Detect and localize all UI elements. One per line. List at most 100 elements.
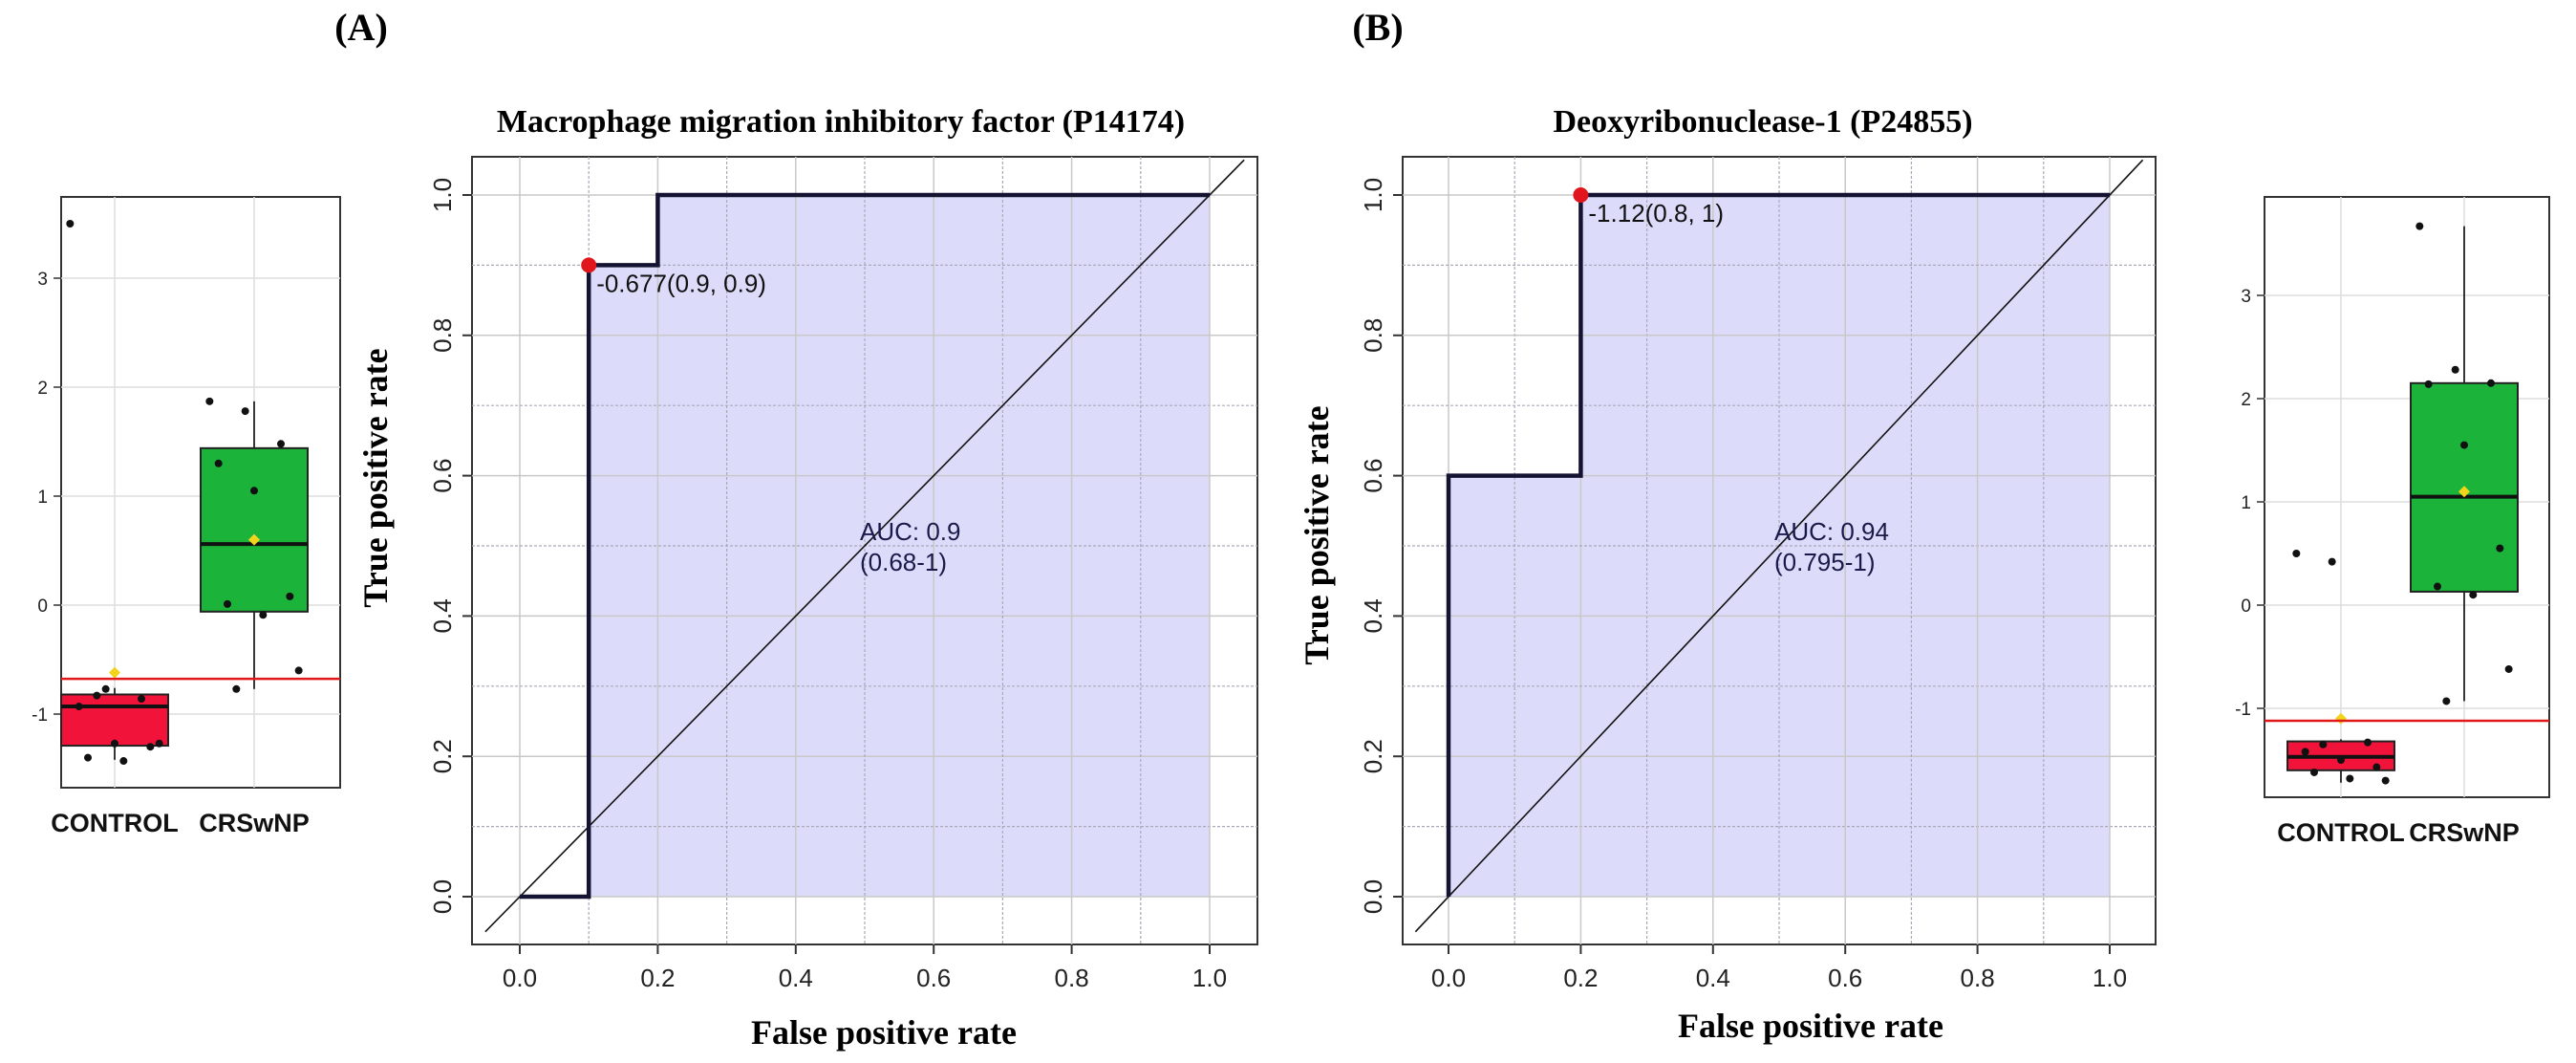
data-point	[2415, 222, 2424, 230]
data-point	[2460, 441, 2468, 449]
y-tick-label: 0.0	[428, 879, 457, 914]
cutoff-label: -0.677(0.9, 0.9)	[596, 269, 766, 297]
box-category-label: CONTROL	[51, 809, 178, 837]
data-point	[2434, 582, 2441, 591]
x-tick-label: 0.2	[1563, 964, 1598, 992]
data-point	[119, 757, 128, 766]
data-point	[2310, 768, 2318, 776]
data-point	[294, 666, 303, 675]
auc-ci-label: (0.795-1)	[1774, 548, 1876, 576]
y-tick-label: 1.0	[1359, 178, 1387, 212]
y-tick-label: 1.0	[428, 178, 457, 212]
y-tick-label: 0.2	[1359, 739, 1387, 773]
data-point	[146, 743, 155, 751]
data-point	[75, 703, 83, 711]
data-point	[277, 440, 285, 448]
data-point	[2451, 365, 2459, 374]
data-point	[259, 611, 268, 619]
y-tick-label: 0.8	[428, 318, 457, 353]
panel-label-a: (A)	[334, 6, 388, 49]
box-category-label: CRSwNP	[2409, 818, 2520, 847]
roc-plot-a: 0.0 0.2 0.4 0.6 0.8 1.0 0.0 0.2 0.4 0.6 0.8 1.0 -0.6…	[428, 156, 1258, 992]
y-tick-label: 0.8	[1359, 318, 1387, 353]
data-point	[66, 220, 75, 228]
data-point	[2346, 774, 2354, 783]
x-tick-label: 0.0	[503, 964, 537, 992]
data-point	[2328, 557, 2336, 566]
data-point	[286, 592, 294, 600]
x-tick-label: 1.0	[1192, 964, 1227, 992]
data-point	[2372, 763, 2381, 771]
box-y-tick-label: 1	[2241, 493, 2251, 513]
data-point	[214, 459, 223, 467]
mean-marker	[2458, 486, 2470, 498]
auc-label: AUC: 0.9	[860, 517, 961, 546]
x-tick-label: 0.2	[640, 964, 675, 992]
data-point	[2301, 748, 2309, 756]
boxplot-a: -1 0 1 2 3 CONTROL CRSwNP	[32, 196, 341, 837]
x-tick-label: 0.4	[779, 964, 813, 992]
data-point	[232, 684, 241, 693]
cutoff-point	[1573, 187, 1589, 203]
data-point	[2504, 664, 2513, 673]
data-point	[2487, 379, 2495, 387]
roc-ylabel-a: True positive rate	[356, 348, 395, 607]
data-point	[138, 695, 145, 704]
data-point	[2319, 740, 2328, 748]
roc-title-a: Macrophage migration inhibitory factor (…	[497, 104, 1185, 140]
x-tick-label: 0.6	[916, 964, 951, 992]
box-category-label: CONTROL	[2277, 818, 2404, 847]
y-tick-label: 0.4	[428, 598, 457, 633]
data-point	[250, 487, 258, 495]
diagonal-line	[484, 159, 1245, 933]
box-y-tick-label: -1	[32, 705, 48, 726]
boxplot-b: -1 0 1 2 3 CONTROL CRSwNP	[2235, 196, 2550, 847]
roc-title-b: Deoxyribonuclease-1 (P24855)	[1553, 104, 1972, 140]
roc-xlabel-b: False positive rate	[1678, 1007, 1943, 1045]
x-tick-label: 0.0	[1431, 964, 1466, 992]
data-point	[155, 739, 163, 748]
box-y-tick-label: 3	[37, 270, 48, 290]
data-point	[2424, 380, 2433, 388]
roc-curve	[1446, 192, 2110, 897]
data-point	[2496, 544, 2504, 553]
box-y-tick-label: 2	[2241, 390, 2251, 410]
x-tick-label: 1.0	[2093, 964, 2127, 992]
mean-marker	[109, 666, 120, 679]
roc-ylabel-b: True positive rate	[1298, 405, 1336, 664]
box-y-tick-label: 2	[37, 379, 48, 399]
x-tick-label: 0.4	[1696, 964, 1730, 992]
cutoff-point	[581, 257, 597, 273]
box-category-label: CRSwNP	[199, 809, 310, 837]
y-tick-label: 0.2	[428, 739, 457, 773]
panel-label-b: (B)	[1352, 6, 1403, 49]
x-tick-label: 0.8	[1055, 964, 1089, 992]
roc-plot-b: 0.0 0.2 0.4 0.6 0.8 1.0 0.0 0.2 0.4 0.6 0.8 1.0 -1.1…	[1359, 156, 2157, 992]
data-point	[2292, 550, 2301, 557]
data-point	[205, 397, 214, 405]
box-crswnp	[200, 446, 309, 613]
box-y-tick-label: 3	[2241, 287, 2251, 307]
data-point	[2337, 756, 2345, 764]
data-point	[2364, 738, 2372, 747]
y-tick-label: 0.6	[1359, 459, 1387, 493]
box-y-tick-label: 0	[2241, 597, 2251, 617]
x-tick-label: 0.8	[1961, 964, 1995, 992]
data-point	[84, 753, 92, 762]
data-point	[241, 407, 249, 416]
diagonal-line	[1414, 159, 2144, 933]
y-tick-label: 0.0	[1359, 879, 1387, 914]
box-y-tick-label: -1	[2235, 700, 2251, 720]
data-point	[2381, 776, 2390, 785]
box-y-tick-label: 0	[37, 597, 48, 617]
y-tick-label: 0.4	[1359, 598, 1387, 633]
cutoff-label: -1.12(0.8, 1)	[1588, 199, 1724, 228]
data-point	[93, 691, 101, 700]
y-tick-label: 0.6	[428, 459, 457, 493]
data-point	[2442, 697, 2451, 705]
data-point	[2469, 591, 2478, 599]
box-y-tick-label: 1	[37, 488, 48, 508]
roc-curve	[520, 192, 1210, 900]
data-point	[224, 599, 231, 608]
